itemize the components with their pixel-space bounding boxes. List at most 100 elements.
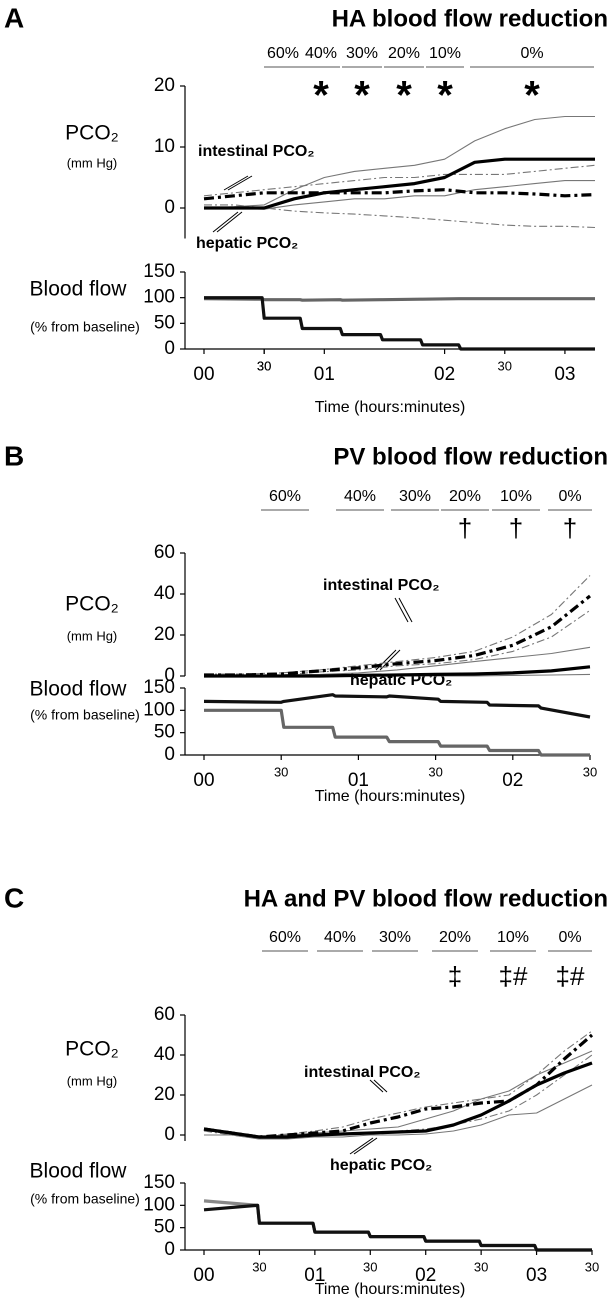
phase-label: 30% — [346, 45, 378, 62]
x-tick-label: 30 — [274, 764, 288, 779]
y-axis-unit: (% from baseline) — [30, 1191, 140, 1207]
significance-marker: * — [313, 74, 329, 118]
y-tick-label: 150 — [143, 261, 175, 282]
annotation: hepatic PCO₂ — [196, 235, 298, 252]
annotation-arrow — [394, 597, 409, 623]
y-tick-label: 20 — [154, 624, 175, 645]
y-axis-unit: (% from baseline) — [30, 707, 140, 723]
significance-marker: ‡ — [448, 961, 462, 991]
series-line — [203, 1199, 592, 1252]
phase-label: 10% — [429, 45, 461, 62]
significance-marker: ‡# — [499, 961, 528, 991]
phase-label: 0% — [520, 45, 543, 62]
annotation-arrow — [369, 1079, 384, 1093]
x-tick-label: 02 — [434, 364, 455, 385]
x-tick-label: 30 — [585, 1259, 599, 1274]
x-tick-label: 01 — [304, 1265, 325, 1286]
significance-marker: * — [437, 74, 453, 118]
y-tick-label: 0 — [164, 1239, 175, 1260]
panel-letter: A — [4, 2, 24, 33]
annotation-arrow — [373, 1079, 388, 1093]
panel-title: HA blood flow reduction — [332, 5, 608, 32]
phase-label: 20% — [439, 929, 471, 946]
x-tick-label: 30 — [257, 358, 271, 373]
y-axis-label: PCO₂ — [65, 1038, 119, 1061]
y-tick-label: 0 — [164, 665, 175, 686]
y-tick-label: 100 — [143, 287, 175, 308]
annotation: hepatic PCO₂ — [330, 1157, 432, 1174]
series-line — [204, 204, 596, 229]
phase-label: 60% — [267, 45, 299, 62]
series-line — [203, 1033, 594, 1139]
series-line — [204, 609, 591, 677]
y-tick-label: 20 — [154, 1084, 175, 1105]
series-line — [204, 157, 595, 210]
y-tick-label: 40 — [154, 1044, 175, 1065]
x-tick-label: 30 — [498, 358, 512, 373]
annotation-arrow — [398, 597, 413, 623]
y-axis-unit: (% from baseline) — [30, 319, 140, 335]
significance-marker: * — [396, 74, 412, 118]
x-tick-label: 30 — [583, 764, 597, 779]
series-line — [203, 115, 595, 209]
significance-marker: † — [509, 513, 523, 543]
y-tick-label: 0 — [164, 197, 175, 218]
annotation: intestinal PCO₂ — [198, 143, 314, 160]
phase-label: 40% — [324, 929, 356, 946]
y-tick-label: 60 — [154, 542, 175, 563]
y-tick-label: 0 — [164, 338, 175, 359]
series-line — [204, 665, 591, 678]
phase-label: 10% — [500, 488, 532, 505]
series-line — [204, 296, 595, 351]
significance-marker: ‡# — [556, 961, 585, 991]
annotation-arrow — [223, 175, 249, 191]
y-tick-label: 10 — [154, 136, 175, 157]
x-axis-label: Time (hours:minutes) — [315, 399, 466, 416]
x-tick-label: 30 — [252, 1259, 266, 1274]
significance-marker: * — [524, 74, 540, 118]
y-tick-label: 50 — [154, 1217, 175, 1238]
y-axis-unit: (mm Hg) — [67, 1073, 118, 1088]
panel-title: PV blood flow reduction — [333, 443, 608, 470]
series-line — [204, 594, 591, 677]
phase-label: 0% — [558, 488, 581, 505]
x-tick-label: 30 — [474, 1259, 488, 1274]
significance-marker: * — [354, 74, 370, 118]
x-tick-label: 03 — [526, 1265, 547, 1286]
annotation-arrow — [216, 211, 243, 233]
annotation: intestinal PCO₂ — [323, 577, 439, 594]
y-axis-unit: (mm Hg) — [67, 628, 118, 643]
annotation: intestinal PCO₂ — [304, 1064, 420, 1081]
series-line — [203, 164, 596, 197]
y-tick-label: 20 — [154, 75, 175, 96]
y-tick-label: 100 — [143, 1194, 175, 1215]
y-tick-label: 150 — [143, 677, 175, 698]
annotation-arrow — [379, 649, 401, 671]
y-tick-label: 40 — [154, 583, 175, 604]
y-axis-label: Blood flow — [30, 1160, 128, 1183]
x-tick-label: 30 — [363, 1259, 377, 1274]
annotation-arrow — [349, 1137, 374, 1155]
x-tick-label: 00 — [193, 1265, 214, 1286]
phase-label: 20% — [449, 488, 481, 505]
phase-label: 30% — [399, 488, 431, 505]
series-line — [203, 1203, 592, 1252]
x-tick-label: 30 — [428, 764, 442, 779]
y-tick-label: 60 — [154, 1004, 175, 1025]
y-tick-label: 50 — [154, 312, 175, 333]
x-axis-label: Time (hours:minutes) — [315, 1281, 466, 1298]
annotation-arrow — [212, 211, 239, 233]
series-line — [204, 1084, 593, 1140]
phase-label: 60% — [269, 929, 301, 946]
x-tick-label: 02 — [502, 770, 523, 791]
panel-letter: B — [4, 440, 24, 471]
x-tick-label: 00 — [193, 770, 214, 791]
y-tick-label: 100 — [143, 699, 175, 720]
y-tick-label: 0 — [164, 1124, 175, 1145]
y-tick-label: 150 — [143, 1172, 175, 1193]
x-tick-label: 03 — [554, 364, 575, 385]
y-tick-label: 50 — [154, 722, 175, 743]
y-axis-unit: (mm Hg) — [67, 155, 118, 170]
annotation-arrow — [353, 1137, 378, 1155]
